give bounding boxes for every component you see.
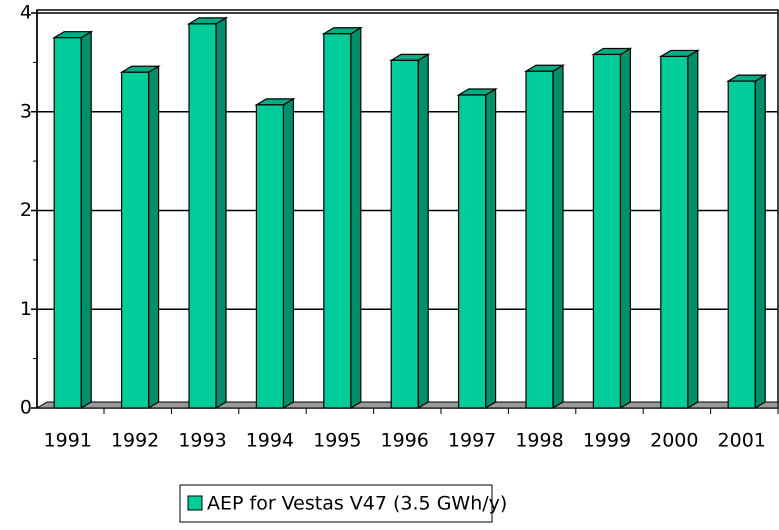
bar (120, 71, 150, 409)
y-tick-label: 2 (20, 199, 32, 221)
x-tick-label: 1994 (246, 430, 294, 452)
y-tick-label: 4 (20, 2, 32, 24)
bar-side (80, 30, 92, 410)
bar (390, 59, 419, 409)
bar-side (215, 16, 227, 410)
y-tick-label: 1 (20, 298, 32, 320)
bar-side (485, 87, 497, 410)
legend-box (179, 484, 493, 523)
x-tick-label: 1996 (381, 430, 429, 452)
bar (660, 55, 689, 409)
bar (727, 80, 756, 409)
x-tick-label: 1998 (515, 430, 563, 452)
bar-side (350, 26, 362, 410)
x-tick-label: 1992 (111, 430, 159, 452)
bar-side (754, 74, 766, 410)
bar (255, 104, 284, 409)
bar-side (552, 64, 564, 410)
x-tick-label: 1995 (313, 430, 361, 452)
bar (592, 53, 622, 409)
x-tick-label: 2000 (650, 430, 698, 452)
x-tick-label: 1997 (448, 430, 496, 452)
bar-side (687, 49, 699, 410)
bar (525, 70, 554, 409)
bar (323, 33, 352, 409)
bar-side (619, 47, 632, 410)
bar (458, 94, 487, 409)
legend-swatch (187, 495, 203, 511)
y-tick-label: 3 (20, 100, 32, 122)
legend-label: AEP for Vestas V47 (3.5 GWh/y) (207, 493, 507, 515)
x-tick-label: 1993 (178, 430, 226, 452)
bar (53, 37, 82, 409)
bar-side (417, 53, 429, 410)
bar-side (282, 97, 294, 410)
legend (179, 484, 493, 523)
x-tick-label: 2001 (718, 430, 766, 452)
bar-side (148, 65, 160, 410)
y-tick-label: 0 (20, 397, 32, 419)
x-tick-label: 1991 (44, 430, 92, 452)
x-tick-label: 1999 (583, 430, 631, 452)
bar (188, 23, 217, 409)
